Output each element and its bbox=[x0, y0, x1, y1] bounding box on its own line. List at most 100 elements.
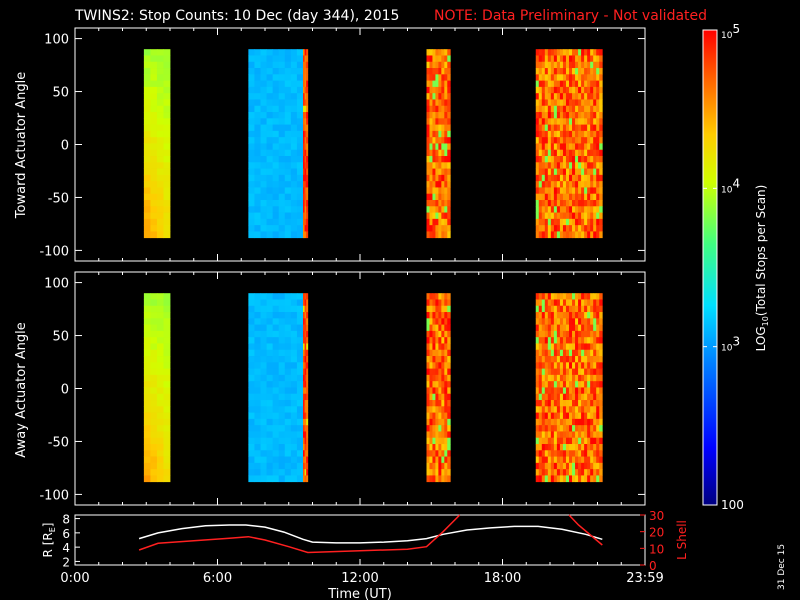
heatmap-cell bbox=[565, 387, 570, 395]
heatmap-cell bbox=[266, 212, 274, 220]
heatmap-cell bbox=[596, 293, 600, 300]
heatmap-cell bbox=[578, 74, 582, 81]
heatmap-cell bbox=[584, 143, 588, 151]
heatmap-cell bbox=[143, 225, 151, 232]
heatmap-cell bbox=[163, 318, 171, 325]
heatmap-cell bbox=[447, 293, 451, 300]
heatmap-cell bbox=[429, 324, 433, 332]
heatmap-cell bbox=[547, 475, 552, 483]
heatmap-cell bbox=[441, 55, 445, 63]
heatmap-cell bbox=[556, 381, 561, 388]
heatmap-cell bbox=[575, 425, 579, 432]
heatmap-cell bbox=[575, 393, 579, 401]
orbit-left-ylabel-sub: E bbox=[48, 527, 57, 532]
heatmap-cell bbox=[143, 412, 151, 420]
heatmap-cell bbox=[553, 293, 558, 300]
heatmap-cell bbox=[254, 343, 261, 351]
heatmap-cell bbox=[578, 225, 582, 232]
heatmap-cell bbox=[587, 356, 591, 363]
heatmap-cell bbox=[304, 437, 307, 445]
heatmap-cell bbox=[578, 418, 582, 426]
heatmap-cell bbox=[441, 299, 445, 307]
heatmap-cell bbox=[306, 149, 309, 157]
heatmap-cell bbox=[535, 156, 540, 163]
heatmap-cell bbox=[163, 124, 171, 132]
heatmap-cell bbox=[438, 305, 442, 313]
heatmap-cell bbox=[559, 206, 564, 213]
heatmap-cell bbox=[584, 469, 588, 476]
heatmap-cell bbox=[565, 349, 570, 357]
heatmap-cell bbox=[590, 218, 594, 226]
heatmap-cell bbox=[447, 324, 451, 332]
heatmap-cell bbox=[535, 130, 540, 138]
heatmap-cell bbox=[593, 456, 597, 464]
heatmap-cell bbox=[599, 400, 603, 407]
heatmap-cell bbox=[581, 168, 585, 176]
heatmap-cell bbox=[260, 456, 267, 464]
heatmap-cell bbox=[535, 137, 540, 144]
heatmap-cell bbox=[254, 49, 261, 56]
heatmap-cell bbox=[272, 343, 280, 351]
heatmap-cell bbox=[143, 324, 151, 332]
heatmap-cell bbox=[541, 469, 546, 476]
heatmap-cell bbox=[438, 49, 442, 56]
heatmap-cell bbox=[590, 318, 594, 325]
heatmap-cell bbox=[441, 105, 445, 113]
heatmap-cell bbox=[569, 206, 573, 213]
heatmap-cell bbox=[593, 206, 597, 213]
heatmap-cell bbox=[535, 168, 540, 176]
heatmap-cell bbox=[447, 187, 451, 195]
heatmap-cell bbox=[290, 444, 298, 451]
heatmap-cell bbox=[562, 193, 567, 201]
heatmap-cell bbox=[304, 174, 307, 182]
heatmap-cell bbox=[143, 99, 151, 107]
heatmap-cell bbox=[538, 193, 543, 201]
heatmap-cell bbox=[538, 74, 543, 81]
heatmap-cell bbox=[266, 143, 274, 151]
heatmap-cell bbox=[248, 469, 255, 476]
heatmap-cell bbox=[143, 112, 151, 119]
heatmap-cell bbox=[254, 187, 261, 195]
heatmap-cell bbox=[596, 74, 600, 81]
heatmap-cell bbox=[590, 174, 594, 182]
heatmap-cell bbox=[550, 387, 555, 395]
x-tick-label: 23:59 bbox=[626, 571, 663, 586]
heatmap-cell bbox=[426, 55, 430, 63]
heatmap-cell bbox=[590, 168, 594, 176]
heatmap-cell bbox=[575, 374, 579, 382]
heatmap-cell bbox=[278, 193, 286, 201]
heatmap-cell bbox=[581, 162, 585, 169]
heatmap-cell bbox=[435, 368, 439, 376]
heatmap-cell bbox=[163, 337, 171, 344]
heatmap-cell bbox=[290, 381, 298, 388]
heatmap-cell bbox=[248, 374, 255, 382]
heatmap-cell bbox=[581, 393, 585, 401]
heatmap-cell bbox=[284, 86, 292, 94]
heatmap-cell bbox=[150, 475, 158, 483]
heatmap-cell bbox=[272, 130, 280, 138]
heatmap-cell bbox=[248, 444, 255, 451]
heatmap-cell bbox=[565, 193, 570, 201]
heatmap-cell bbox=[429, 112, 433, 119]
heatmap-cell bbox=[306, 431, 309, 439]
heatmap-cell bbox=[150, 49, 158, 56]
heatmap-cell bbox=[590, 93, 594, 100]
heatmap-cell bbox=[544, 381, 549, 388]
heatmap-cell bbox=[599, 374, 603, 382]
heatmap-cell bbox=[163, 374, 171, 382]
heatmap-cell bbox=[535, 206, 540, 213]
heatmap-cell bbox=[584, 193, 588, 201]
heatmap-cell bbox=[438, 55, 442, 63]
heatmap-cell bbox=[248, 362, 255, 369]
heatmap-cell bbox=[306, 93, 309, 100]
heatmap-cell bbox=[432, 425, 436, 432]
heatmap-cell bbox=[584, 174, 588, 182]
heatmap-cell bbox=[296, 387, 304, 395]
heatmap-cell bbox=[441, 68, 445, 75]
heatmap-cell bbox=[156, 456, 164, 464]
heatmap-cell bbox=[593, 181, 597, 188]
heatmap-cell bbox=[435, 130, 439, 138]
heatmap-cell bbox=[429, 393, 433, 401]
heatmap-cell bbox=[296, 400, 304, 407]
heatmap-cell bbox=[441, 124, 445, 132]
